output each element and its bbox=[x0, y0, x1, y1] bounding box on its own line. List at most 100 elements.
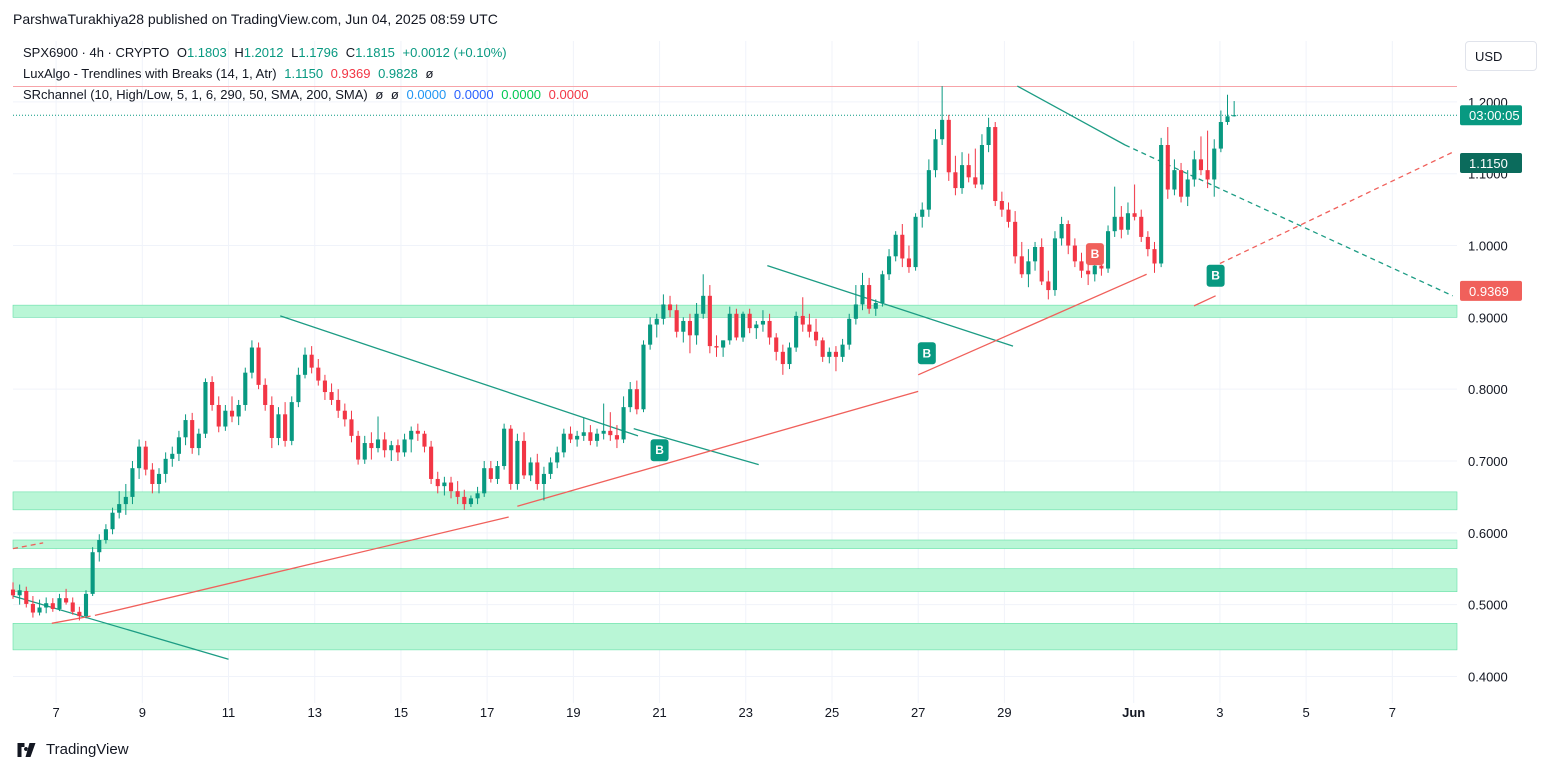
indicator2-value-1: ø bbox=[375, 87, 384, 102]
candle-body bbox=[707, 295, 712, 347]
price-chart[interactable]: B B B B 0.4000 0.5000 0.6000 0.7000 0.8000 0.900… bbox=[0, 36, 1553, 736]
candle-body bbox=[973, 177, 978, 185]
candle-body bbox=[17, 590, 22, 596]
candle-body bbox=[64, 598, 69, 603]
candle-body bbox=[541, 473, 546, 484]
candle-body bbox=[455, 491, 460, 497]
candle-body bbox=[1185, 179, 1190, 197]
candle-body bbox=[767, 320, 772, 338]
candle-body bbox=[488, 468, 493, 479]
candle-body bbox=[681, 320, 686, 332]
tradingview-logo-icon bbox=[17, 742, 36, 757]
trendline-up bbox=[1193, 295, 1216, 307]
candle-body bbox=[654, 318, 659, 325]
candle-body bbox=[229, 410, 235, 417]
candle-body bbox=[90, 552, 95, 594]
candle-body bbox=[528, 462, 533, 476]
buy-signal-marker bbox=[917, 342, 936, 365]
candle-body bbox=[614, 435, 619, 440]
candle-body bbox=[900, 234, 905, 259]
legend-indicator-luxalgo[interactable]: LuxAlgo - Trendlines with Breaks (14, 1,… bbox=[23, 66, 437, 81]
x-tick-label: 15 bbox=[394, 705, 408, 720]
candle-body bbox=[83, 593, 89, 617]
candle-body bbox=[1006, 209, 1011, 222]
y-tick-label: 0.4000 bbox=[1468, 669, 1508, 684]
legend-indicator-srchannel[interactable]: SRchannel (10, High/Low, 5, 1, 6, 290, 5… bbox=[23, 87, 592, 102]
candle-body bbox=[369, 443, 374, 449]
candle-body bbox=[946, 119, 951, 173]
legend-high: 1.2012 bbox=[243, 45, 284, 60]
candle-body bbox=[1125, 213, 1131, 230]
candle-body bbox=[429, 446, 434, 479]
candle-body bbox=[1139, 216, 1144, 237]
candle-body bbox=[926, 170, 931, 210]
candle-body bbox=[747, 313, 752, 329]
trendline-up bbox=[51, 615, 91, 624]
candle-body bbox=[236, 404, 241, 417]
indicator1-name[interactable]: LuxAlgo - Trendlines with Breaks (14, 1,… bbox=[23, 66, 277, 81]
currency-button[interactable]: USD bbox=[1465, 41, 1537, 71]
candle-body bbox=[336, 399, 341, 411]
candle-body bbox=[1066, 224, 1071, 246]
candle-body bbox=[249, 347, 254, 373]
candle-body bbox=[740, 313, 746, 338]
trendline-up bbox=[94, 516, 509, 617]
indicator1-value-1: 1.1150 bbox=[284, 66, 324, 81]
y-tick-label: 0.5000 bbox=[1468, 598, 1508, 613]
candle-body bbox=[588, 432, 593, 441]
candle-body bbox=[356, 435, 361, 460]
chart-frame[interactable]: B B B B 0.4000 0.5000 0.6000 0.7000 0.8000 0.900… bbox=[0, 36, 1553, 736]
sr-zone bbox=[12, 623, 1458, 651]
candle-body bbox=[402, 439, 407, 453]
candle-body bbox=[999, 201, 1004, 210]
candle-body bbox=[1032, 246, 1038, 262]
y-tick-label: 0.9000 bbox=[1468, 310, 1508, 325]
candle-body bbox=[97, 540, 102, 553]
candle-body bbox=[1013, 221, 1018, 257]
x-tick-label: 19 bbox=[566, 705, 580, 720]
footer-brand[interactable]: TradingView bbox=[13, 741, 129, 758]
candle-body bbox=[787, 347, 792, 365]
candle-body bbox=[959, 165, 965, 189]
axes: 0.4000 0.5000 0.6000 0.7000 0.8000 0.9000 1.00… bbox=[52, 95, 1522, 720]
x-tick-label: 29 bbox=[997, 705, 1011, 720]
candle-body bbox=[448, 482, 454, 492]
candle-body bbox=[860, 285, 865, 305]
sr-zone bbox=[12, 491, 1458, 511]
candle-body bbox=[349, 419, 354, 436]
legend-open: 1.1803 bbox=[186, 45, 227, 60]
candle-body bbox=[210, 382, 215, 405]
candle-body bbox=[495, 466, 500, 479]
candle-body bbox=[1218, 122, 1223, 149]
indicator2-value-6: 0.0000 bbox=[548, 87, 589, 102]
candle-body bbox=[1192, 159, 1197, 180]
candle-body bbox=[296, 374, 301, 403]
candle-body bbox=[176, 437, 181, 454]
candle-body bbox=[1119, 216, 1124, 230]
last-price-tag-label: 03:00:05 bbox=[1469, 108, 1520, 123]
candle-body bbox=[44, 603, 49, 608]
candle-body bbox=[721, 340, 726, 348]
x-tick-label: Jun bbox=[1122, 705, 1145, 720]
candle-body bbox=[276, 414, 281, 439]
candle-body bbox=[1212, 148, 1217, 180]
candle-body bbox=[243, 372, 248, 405]
candle-body bbox=[601, 430, 606, 434]
x-tick-label: 7 bbox=[52, 705, 59, 720]
y-tick-label: 1.0000 bbox=[1468, 239, 1508, 254]
candle-body bbox=[581, 432, 586, 436]
candle-body bbox=[873, 303, 878, 309]
trendline-down bbox=[12, 595, 229, 660]
candle-body bbox=[216, 404, 221, 427]
candle-body bbox=[1172, 170, 1177, 190]
candle-body bbox=[515, 440, 520, 484]
legend-symbol[interactable]: SPX6900 · 4h · CRYPTO bbox=[23, 45, 170, 60]
candle-body bbox=[840, 344, 845, 357]
indicator2-name[interactable]: SRchannel (10, High/Low, 5, 1, 6, 290, 5… bbox=[23, 87, 368, 102]
candle-body bbox=[37, 607, 42, 613]
price-tag-label: 0.9369 bbox=[1469, 284, 1509, 299]
candle-body bbox=[1205, 170, 1210, 180]
candle-body bbox=[183, 420, 188, 438]
legend-high-label: H bbox=[234, 45, 244, 60]
legend-close: 1.1815 bbox=[355, 45, 395, 60]
